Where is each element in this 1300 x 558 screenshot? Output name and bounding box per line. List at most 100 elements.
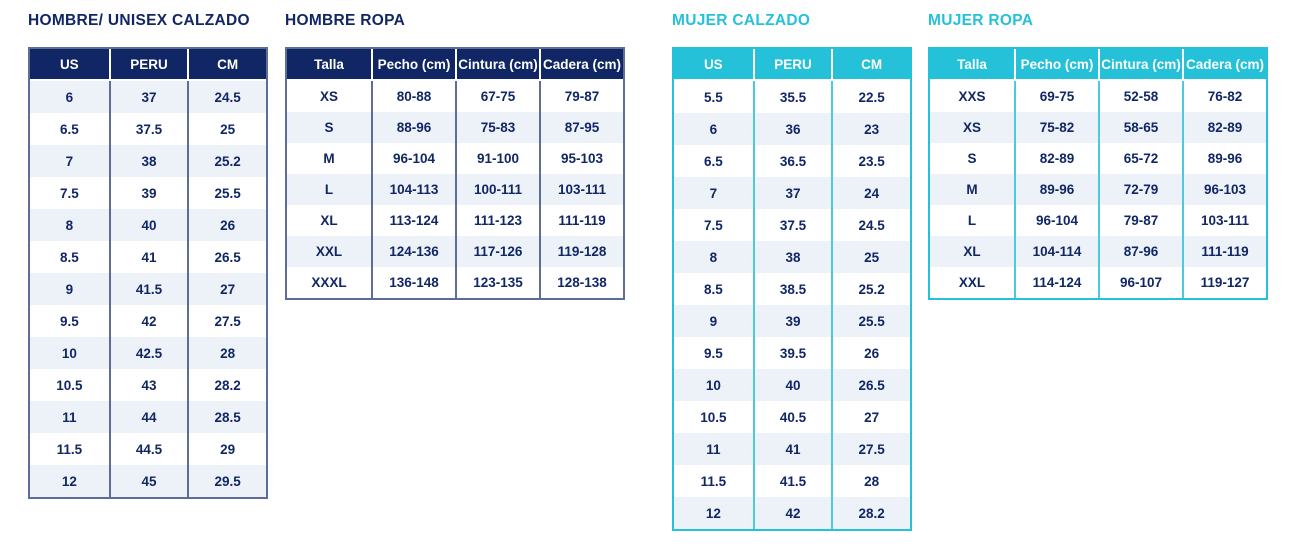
table-cell: 7	[674, 177, 753, 209]
table-cell: 75-83	[455, 112, 539, 143]
table-cell: 26	[831, 337, 910, 369]
table-cell: S	[287, 112, 371, 143]
table-cell: 7.5	[674, 209, 753, 241]
size-chart-hombre-ropa: HOMBRE ROPA Talla Pecho (cm) Cintura (cm) C…	[285, 12, 631, 300]
table-cell: 27.5	[831, 433, 910, 465]
table-row: XXXL 136-148 123-135 128-138	[287, 267, 623, 298]
table-row: XL 113-124 111-123 111-119	[287, 205, 623, 236]
size-table-mujer-calzado: US PERU CM 5.5 35.5 22.5 6 36 23 6.5 36.5 23.5 7 37 24…	[672, 47, 912, 531]
table-row: 9.5 42 27.5	[30, 305, 266, 337]
table-cell: 96-103	[1182, 174, 1266, 205]
column-header: Pecho (cm)	[371, 49, 455, 81]
table-cell: 117-126	[455, 236, 539, 267]
table-cell: 9	[674, 305, 753, 337]
table-cell: 26.5	[187, 241, 266, 273]
table-cell: 43	[108, 369, 188, 401]
table-cell: 36.5	[752, 145, 832, 177]
table-cell: 38	[108, 145, 188, 177]
table-cell: M	[930, 174, 1014, 205]
header-row: Talla Pecho (cm) Cintura (cm) Cadera (cm)	[930, 49, 1266, 81]
header-row: Talla Pecho (cm) Cintura (cm) Cadera (cm)	[287, 49, 623, 81]
table-cell: 128-138	[539, 267, 623, 298]
column-header: Cadera (cm)	[1182, 49, 1266, 81]
table-row: 7 38 25.2	[30, 145, 266, 177]
table-row: 6.5 37.5 25	[30, 113, 266, 145]
column-header: PERU	[108, 49, 188, 81]
table-row: 11 41 27.5	[674, 433, 910, 465]
table-cell: 36	[752, 113, 832, 145]
table-row: 11 44 28.5	[30, 401, 266, 433]
table-cell: 5.5	[674, 81, 753, 113]
table-cell: 111-123	[455, 205, 539, 236]
table-cell: 103-111	[539, 174, 623, 205]
table-row: 7.5 39 25.5	[30, 177, 266, 209]
table-cell: 38.5	[752, 273, 832, 305]
table-cell: 9.5	[30, 305, 109, 337]
table-cell: 89-96	[1182, 143, 1266, 174]
table-cell: 123-135	[455, 267, 539, 298]
table-row: 5.5 35.5 22.5	[674, 81, 910, 113]
table-cell: 29.5	[187, 465, 266, 497]
table-row: S 82-89 65-72 89-96	[930, 143, 1266, 174]
table-cell: 7	[30, 145, 109, 177]
table-cell: 23.5	[831, 145, 910, 177]
table-row: 12 42 28.2	[674, 497, 910, 529]
table-cell: 88-96	[371, 112, 455, 143]
table-cell: 40	[752, 369, 832, 401]
table-row: 9.5 39.5 26	[674, 337, 910, 369]
table-row: 10.5 40.5 27	[674, 401, 910, 433]
table-row: 12 45 29.5	[30, 465, 266, 497]
table-row: 9 41.5 27	[30, 273, 266, 305]
table-cell: 91-100	[455, 143, 539, 174]
table-cell: 41.5	[752, 465, 832, 497]
table-row: 7.5 37.5 24.5	[674, 209, 910, 241]
size-chart-hombre-calzado: HOMBRE/ UNISEX CALZADO US PERU CM 6 37 24.5 6.…	[28, 12, 274, 499]
table-cell: 39	[108, 177, 188, 209]
table-cell: 11	[30, 401, 109, 433]
table-cell: 41	[108, 241, 188, 273]
table-cell: 23	[831, 113, 910, 145]
table-cell: 25.2	[187, 145, 266, 177]
table-cell: 136-148	[371, 267, 455, 298]
size-chart-title: MUJER ROPA	[928, 12, 1034, 29]
table-row: 8.5 41 26.5	[30, 241, 266, 273]
table-cell: 38	[752, 241, 832, 273]
table-cell: 114-124	[1014, 267, 1098, 298]
table-cell: 65-72	[1098, 143, 1182, 174]
table-cell: 39	[752, 305, 832, 337]
table-cell: 82-89	[1014, 143, 1098, 174]
table-cell: L	[930, 205, 1014, 236]
table-cell: 124-136	[371, 236, 455, 267]
table-row: XS 80-88 67-75 79-87	[287, 81, 623, 112]
table-cell: 9	[30, 273, 109, 305]
table-cell: 24	[831, 177, 910, 209]
table-cell: 10.5	[30, 369, 109, 401]
table-cell: 12	[30, 465, 109, 497]
column-header: Talla	[930, 49, 1014, 81]
table-cell: 76-82	[1182, 81, 1266, 112]
table-cell: 96-104	[1014, 205, 1098, 236]
table-cell: 8.5	[30, 241, 109, 273]
size-chart-title: MUJER CALZADO	[672, 12, 811, 29]
header-row: US PERU CM	[674, 49, 910, 81]
table-cell: M	[287, 143, 371, 174]
table-cell: 45	[108, 465, 188, 497]
table-cell: 8.5	[674, 273, 753, 305]
table-cell: 26.5	[831, 369, 910, 401]
table-row: 10.5 43 28.2	[30, 369, 266, 401]
table-cell: 42.5	[108, 337, 188, 369]
table-row: XXL 124-136 117-126 119-128	[287, 236, 623, 267]
table-cell: XXXL	[287, 267, 371, 298]
column-header: US	[674, 49, 753, 81]
column-header: Talla	[287, 49, 371, 81]
column-header: CM	[187, 49, 266, 81]
table-cell: L	[287, 174, 371, 205]
table-cell: 119-127	[1182, 267, 1266, 298]
table-cell: 104-114	[1014, 236, 1098, 267]
table-cell: 44	[108, 401, 188, 433]
table-row: XL 104-114 87-96 111-119	[930, 236, 1266, 267]
table-cell: 28.5	[187, 401, 266, 433]
table-cell: 72-79	[1098, 174, 1182, 205]
table-row: XS 75-82 58-65 82-89	[930, 112, 1266, 143]
table-cell: 42	[752, 497, 832, 529]
